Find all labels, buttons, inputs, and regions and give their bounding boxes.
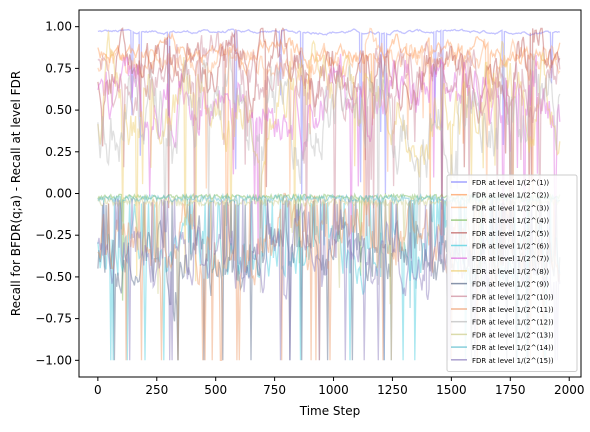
legend-entry-6: FDR at level 1/(2^(6)) [472,243,549,251]
x-tick-label: 0 [94,383,102,397]
legend-entry-14: FDR at level 1/(2^(14)) [472,344,554,352]
y-tick-label: 0.00 [45,187,72,201]
x-tick-label: 1250 [377,383,408,397]
legend-entry-2: FDR at level 1/(2^(2)) [472,192,549,200]
legend-entry-9: FDR at level 1/(2^(9)) [472,281,549,289]
legend-entry-7: FDR at level 1/(2^(7)) [472,255,549,263]
y-axis-label: Recall for BFDR(q;a) - Recall at level F… [9,71,23,316]
y-tick-label: −0.50 [35,270,72,284]
y-tick-label: −1.00 [35,353,72,367]
x-axis-label: Time Step [299,404,361,418]
legend-entry-3: FDR at level 1/(2^(3)) [472,204,549,212]
x-tick-label: 2000 [554,383,585,397]
series-line-1 [97,28,561,210]
legend-entry-15: FDR at level 1/(2^(15)) [472,357,554,365]
y-tick-label: 0.75 [45,61,72,75]
y-tick-label: 0.50 [45,103,72,117]
x-tick-label: 1500 [436,383,467,397]
legend-box [446,174,578,372]
x-axis: 0 250 500 750 1000 1250 1500 1750 2000 [94,377,584,397]
legend-entry-12: FDR at level 1/(2^(12)) [472,319,554,327]
x-tick-label: 250 [145,383,168,397]
legend: FDR at level 1/(2^(1)) FDR at level 1/(2^… [446,174,578,372]
series-line-7 [97,53,561,268]
x-tick-label: 500 [204,383,227,397]
y-tick-label: −0.75 [35,312,72,326]
y-axis: −1.00 −0.75 −0.50 −0.25 0.00 0.25 0.50 0.75 1.00 [35,20,79,367]
x-tick-label: 750 [263,383,286,397]
x-tick-label: 1000 [318,383,349,397]
x-tick-label: 1750 [495,383,526,397]
series-line-5 [97,27,561,246]
legend-entry-10: FDR at level 1/(2^(10)) [472,293,554,301]
legend-entry-4: FDR at level 1/(2^(4)) [472,217,549,225]
legend-entry-8: FDR at level 1/(2^(8)) [472,268,549,276]
series-line-10 [97,29,561,258]
legend-entry-13: FDR at level 1/(2^(13)) [472,331,554,339]
series-line-2 [97,31,561,227]
series-line-12 [97,50,561,293]
y-tick-label: −0.25 [35,228,72,242]
series-line-3 [97,27,561,241]
series-line-8 [97,31,561,282]
legend-entry-1: FDR at level 1/(2^(1)) [472,179,549,187]
legend-entry-11: FDR at level 1/(2^(11)) [472,306,554,314]
y-tick-label: 1.00 [45,20,72,34]
y-tick-label: 0.25 [45,145,72,159]
legend-entry-5: FDR at level 1/(2^(5)) [472,230,549,238]
